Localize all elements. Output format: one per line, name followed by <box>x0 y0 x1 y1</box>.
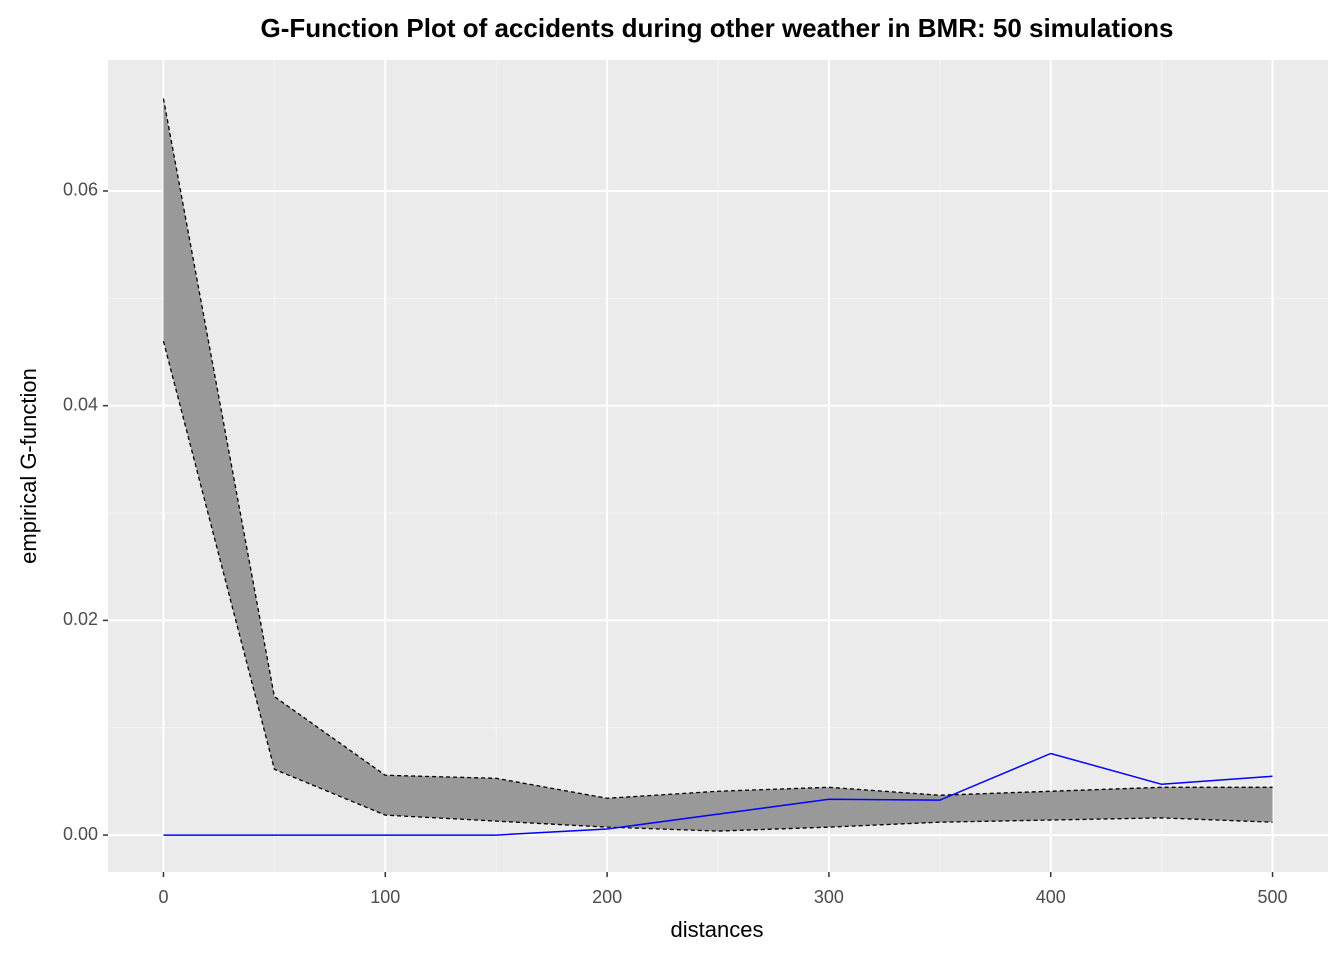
x-tick-label: 200 <box>592 887 622 907</box>
x-tick-label: 100 <box>370 887 400 907</box>
envelope-upper <box>162 98 1273 799</box>
y-axis-label: empirical G-function <box>16 368 41 564</box>
x-axis-label: distances <box>671 917 764 942</box>
y-tick-label: 0.00 <box>63 824 98 844</box>
y-tick-label: 0.02 <box>63 609 98 629</box>
y-tick-label: 0.06 <box>63 180 98 200</box>
envelope-area <box>163 98 1273 832</box>
x-tick-label: 400 <box>1036 887 1066 907</box>
x-tick-label: 300 <box>814 887 844 907</box>
chart-title: G-Function Plot of accidents during othe… <box>261 13 1174 43</box>
x-tick-label: 0 <box>158 887 168 907</box>
x-tick-label: 500 <box>1258 887 1288 907</box>
series-line <box>163 752 1273 836</box>
y-tick-label: 0.04 <box>63 394 98 414</box>
